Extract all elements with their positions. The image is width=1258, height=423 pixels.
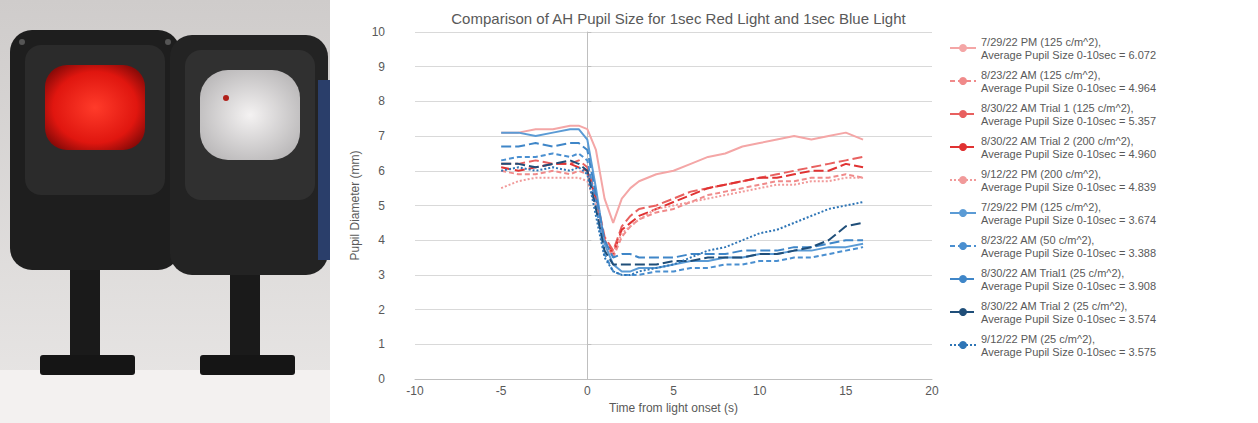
svg-text:4: 4 [378,233,385,247]
svg-text:Average Pupil Size 0-10sec = 4: Average Pupil Size 0-10sec = 4.964 [981,82,1156,94]
svg-text:5: 5 [378,199,385,213]
svg-text:Time from light onset (s): Time from light onset (s) [609,401,738,415]
svg-text:5: 5 [670,384,677,398]
svg-text:8/30/22 AM Trial1 (25 c/m^2),: 8/30/22 AM Trial1 (25 c/m^2), [981,267,1124,279]
svg-text:6: 6 [378,164,385,178]
svg-text:8/23/22 AM (50 c/m^2),: 8/23/22 AM (50 c/m^2), [981,234,1094,246]
svg-text:Comparison of AH Pupil Size fo: Comparison of AH Pupil Size for 1sec Red… [451,10,906,27]
svg-text:3: 3 [378,268,385,282]
svg-text:7/29/22 PM (125 c/m^2),: 7/29/22 PM (125 c/m^2), [981,36,1101,48]
svg-text:-5: -5 [496,384,507,398]
svg-text:Pupil Diameter (mm): Pupil Diameter (mm) [348,150,362,260]
svg-text:Average Pupil Size 0-10sec = 3: Average Pupil Size 0-10sec = 3.674 [981,214,1156,226]
svg-text:15: 15 [839,384,853,398]
svg-text:Average Pupil Size 0-10sec = 3: Average Pupil Size 0-10sec = 3.388 [981,247,1156,259]
svg-text:8/30/22 AM Trial 1 (125 c/m^2): 8/30/22 AM Trial 1 (125 c/m^2), [981,102,1134,114]
svg-text:Average Pupil Size 0-10sec = 4: Average Pupil Size 0-10sec = 4.960 [981,148,1156,160]
svg-text:Average Pupil Size 0-10sec = 6: Average Pupil Size 0-10sec = 6.072 [981,49,1156,61]
svg-text:Average Pupil Size 0-10sec = 3: Average Pupil Size 0-10sec = 3.574 [981,313,1156,325]
svg-text:8: 8 [378,94,385,108]
svg-text:9: 9 [378,60,385,74]
svg-text:7: 7 [378,129,385,143]
svg-text:10: 10 [372,25,386,39]
svg-text:0: 0 [378,372,385,386]
svg-text:9/12/22 PM (200 c/m^2),: 9/12/22 PM (200 c/m^2), [981,168,1101,180]
svg-text:9/12/22 PM (25 c/m^2),: 9/12/22 PM (25 c/m^2), [981,333,1095,345]
svg-text:8/23/22 AM (125 c/m^2),: 8/23/22 AM (125 c/m^2), [981,69,1101,81]
svg-text:8/30/22 AM Trial 2 (25 c/m^2),: 8/30/22 AM Trial 2 (25 c/m^2), [981,300,1127,312]
svg-text:8/30/22 AM Trial 2 (200 c/m^2): 8/30/22 AM Trial 2 (200 c/m^2), [981,135,1134,147]
svg-text:7/29/22 PM (125 c/m^2),: 7/29/22 PM (125 c/m^2), [981,201,1101,213]
svg-text:1: 1 [378,337,385,351]
svg-text:2: 2 [378,303,385,317]
svg-text:-10: -10 [406,384,424,398]
svg-text:Average Pupil Size 0-10sec = 3: Average Pupil Size 0-10sec = 3.575 [981,346,1156,358]
svg-text:Average Pupil Size 0-10sec = 3: Average Pupil Size 0-10sec = 3.908 [981,280,1156,292]
svg-text:Average Pupil Size 0-10sec = 5: Average Pupil Size 0-10sec = 5.357 [981,115,1156,127]
svg-text:Average Pupil Size 0-10sec = 4: Average Pupil Size 0-10sec = 4.839 [981,181,1156,193]
svg-text:20: 20 [925,384,939,398]
svg-text:0: 0 [584,384,591,398]
svg-text:10: 10 [753,384,767,398]
